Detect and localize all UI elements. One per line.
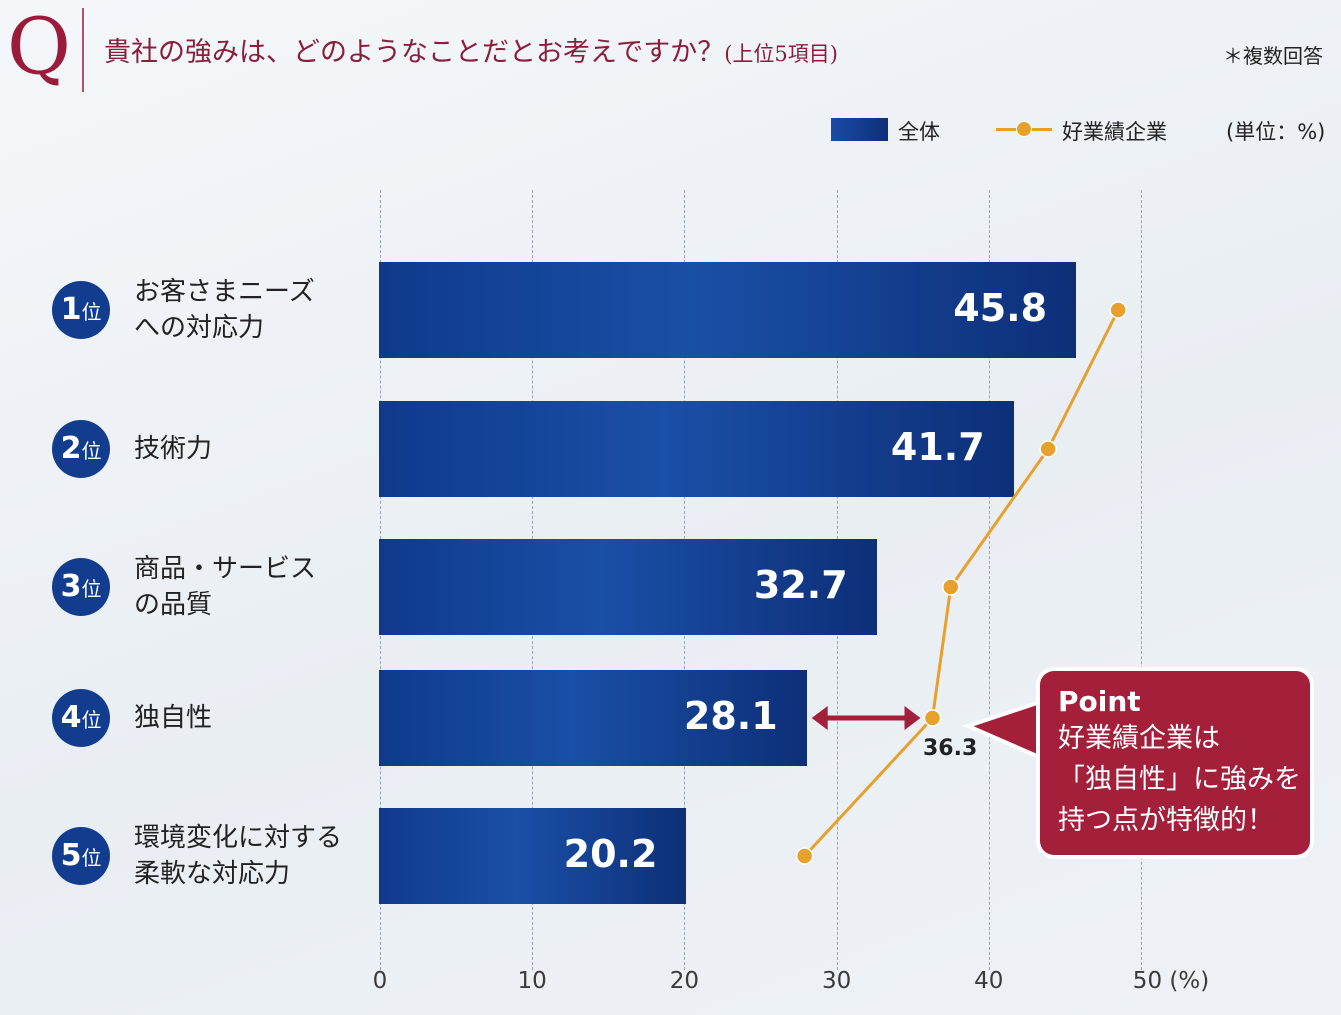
rank-badge: 5位 <box>52 827 110 885</box>
category-label: お客さまニーズ への対応力 <box>134 274 315 346</box>
line-series-point <box>942 578 960 596</box>
rank-number: 4 <box>60 700 82 735</box>
bar <box>379 808 687 904</box>
bar-value-label: 28.1 <box>683 694 778 738</box>
question-subtitle: (上位5項目) <box>724 42 838 66</box>
question-title: 貴社の強みは、どのようなことだとお考えですか？(上位5項目) <box>104 30 838 69</box>
legend-label-overall: 全体 <box>898 120 940 144</box>
bar <box>379 262 1077 358</box>
rank-badge: 3位 <box>52 558 110 616</box>
point-callout-pointer <box>962 697 1048 764</box>
bar-value-label: 20.2 <box>563 832 658 876</box>
point-title: Point <box>1058 685 1141 718</box>
rank-suffix: 位 <box>81 577 102 601</box>
rank-badge: 2位 <box>52 420 110 478</box>
title-divider <box>82 8 84 92</box>
x-tick-label: 50 (%) <box>1132 968 1210 994</box>
comparison-arrow-head <box>811 706 828 730</box>
bar <box>379 539 877 635</box>
bar-value-label: 41.7 <box>890 425 985 469</box>
rank-suffix: 位 <box>81 300 102 324</box>
category-label: 商品・サービス の品質 <box>134 551 316 623</box>
rank-badge: 1位 <box>52 281 110 339</box>
legend-dot-swatch <box>1016 121 1032 137</box>
line-series-point <box>923 709 942 727</box>
rank-number: 2 <box>60 431 82 466</box>
x-tick-label: 0 <box>372 968 388 994</box>
unit-label: (単位：%) <box>1226 120 1326 144</box>
x-tick-label: 10 <box>517 968 547 994</box>
legend-bar-swatch <box>831 118 888 141</box>
x-tick-label: 30 <box>821 968 852 994</box>
category-label-line: 環境変化に対する <box>134 823 343 853</box>
category-label-line: 商品・サービス <box>134 554 317 584</box>
highlight-value-label: 36.3 <box>923 736 978 761</box>
line-series-point <box>795 847 814 865</box>
bar-value-label: 45.8 <box>953 286 1048 330</box>
category-label-line: の品質 <box>134 590 213 620</box>
category-label-line: への対応力 <box>134 313 265 343</box>
category-label: 独自性 <box>134 700 212 736</box>
rank-number: 5 <box>60 838 82 873</box>
rank-suffix: 位 <box>81 846 102 870</box>
category-label: 技術力 <box>134 431 212 467</box>
category-label-line: 柔軟な対応力 <box>134 859 291 889</box>
point-line: 持つ点が特徴的！ <box>1058 805 1274 836</box>
x-tick-label: 40 <box>974 968 1004 994</box>
gridline <box>988 190 990 970</box>
question-text: 貴社の強みは、どのようなことだとお考えですか？ <box>104 37 725 68</box>
point-line: 「独自性」に強みを <box>1058 764 1301 795</box>
rank-number: 3 <box>60 569 82 604</box>
rank-suffix: 位 <box>81 439 102 463</box>
rank-number: 1 <box>60 292 82 327</box>
comparison-arrow-head <box>904 706 921 730</box>
bar-value-label: 32.7 <box>753 563 848 607</box>
x-tick-label: 20 <box>669 968 700 994</box>
bar <box>379 670 807 766</box>
category-label-line: 技術力 <box>134 434 213 464</box>
bar <box>379 401 1014 497</box>
category-label-line: お客さまニーズ <box>134 277 315 307</box>
gridline <box>1141 190 1142 970</box>
category-label-line: 独自性 <box>134 703 213 733</box>
rank-suffix: 位 <box>81 708 102 732</box>
point-callout: Point 好業績企業は 「独自性」に強みを 持つ点が特徴的！ <box>1040 671 1310 855</box>
multiple-answer-note: ＊複数回答 <box>1223 44 1323 68</box>
line-series-point <box>1109 301 1127 319</box>
category-label: 環境変化に対する 柔軟な対応力 <box>134 820 342 892</box>
legend-label-high-performers: 好業績企業 <box>1062 120 1167 144</box>
line-series-point <box>1039 440 1057 458</box>
q-mark: Q <box>7 2 71 92</box>
point-line: 好業績企業は <box>1058 723 1220 754</box>
rank-badge: 4位 <box>52 689 110 747</box>
